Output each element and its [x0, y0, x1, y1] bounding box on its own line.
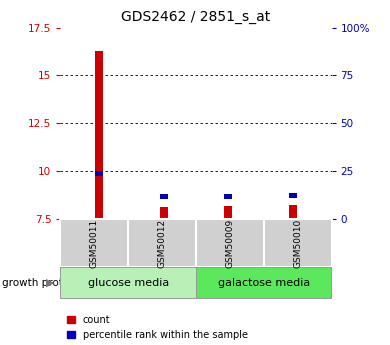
Bar — [289, 205, 297, 219]
Text: GSM50009: GSM50009 — [225, 219, 234, 268]
Title: GDS2462 / 2851_s_at: GDS2462 / 2851_s_at — [121, 10, 271, 24]
Bar — [224, 194, 232, 199]
Text: galactose media: galactose media — [218, 278, 310, 288]
Bar — [95, 51, 103, 219]
Text: GSM50011: GSM50011 — [90, 219, 99, 268]
Legend: count, percentile rank within the sample: count, percentile rank within the sample — [67, 315, 248, 340]
Bar — [224, 206, 232, 219]
Bar — [289, 193, 297, 198]
Bar — [160, 207, 168, 219]
Text: ▶: ▶ — [46, 278, 55, 288]
Bar — [160, 194, 168, 199]
Text: GSM50012: GSM50012 — [158, 219, 167, 268]
Text: GSM50010: GSM50010 — [293, 219, 302, 268]
Text: glucose media: glucose media — [88, 278, 169, 288]
Bar — [95, 171, 103, 176]
Text: growth protocol: growth protocol — [2, 278, 84, 288]
